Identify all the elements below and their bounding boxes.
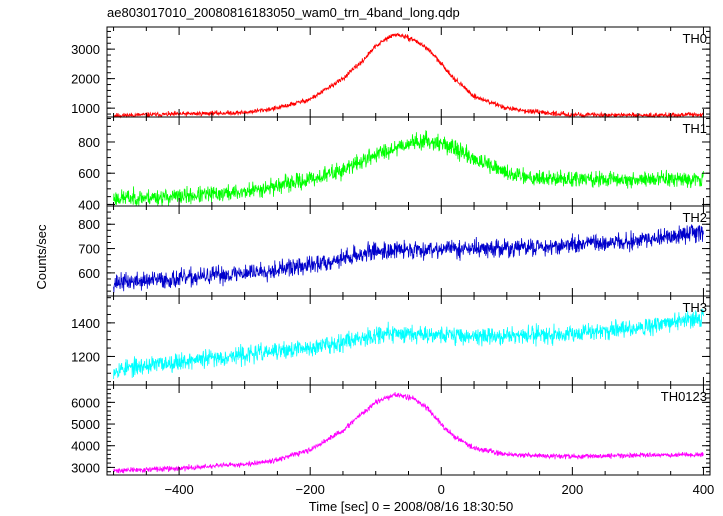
y-tick-label: 6000 [71, 395, 100, 410]
series-line-th0 [113, 32, 704, 119]
x-tick-label: −400 [164, 482, 193, 497]
y-tick-label: 4000 [71, 439, 100, 454]
y-tick-label: 1200 [71, 349, 100, 364]
x-axis-label: Time [sec] 0 = 2008/08/16 18:30:50 [309, 499, 513, 514]
panel-label: TH1 [682, 121, 707, 136]
chart-title: ae803017010_20080816183050_wam0_trn_4ban… [107, 5, 460, 20]
panel-label: TH3 [682, 300, 707, 315]
y-tick-label: 5000 [71, 417, 100, 432]
y-tick-label: 800 [78, 135, 100, 150]
panel-label: TH2 [682, 210, 707, 225]
x-tick-label: 400 [693, 482, 715, 497]
y-tick-label: 3000 [71, 460, 100, 475]
y-tick-label: 600 [78, 166, 100, 181]
panel-label: TH0 [682, 31, 707, 46]
y-tick-label: 600 [78, 266, 100, 281]
panel-frame [106, 295, 711, 386]
panel-th0123: TH0123 3000 4000 5000 6000 [71, 384, 711, 476]
series-line-th1 [113, 130, 704, 207]
x-tick-label: 200 [562, 482, 584, 497]
panel-label: TH0123 [661, 389, 707, 404]
panel-th2: TH2 600 700 800 [78, 205, 711, 297]
panel-th0: TH0 1000 2000 3000 [71, 26, 711, 119]
y-tick-label: 700 [78, 242, 100, 257]
y-tick-label: 800 [78, 217, 100, 232]
y-tick-label: 3000 [71, 42, 100, 57]
y-tick-label: 1400 [71, 316, 100, 331]
series-line-th0123 [113, 392, 704, 474]
y-tick-label: 2000 [71, 72, 100, 87]
y-tick-label: 1000 [71, 101, 100, 116]
y-axis-label: Counts/sec [34, 224, 49, 290]
panel-th1: TH1 400 600 800 [78, 116, 711, 212]
y-tick-label: 400 [78, 197, 100, 212]
chart-panels: TH0100020003000TH1400600800TH2600700800T… [71, 26, 715, 497]
series-line-th2 [113, 224, 704, 293]
series-line-th3 [113, 308, 704, 380]
x-tick-label: −200 [296, 482, 325, 497]
panel-th3: TH3 1200 1400 [71, 295, 711, 386]
x-tick-label: 0 [438, 482, 445, 497]
